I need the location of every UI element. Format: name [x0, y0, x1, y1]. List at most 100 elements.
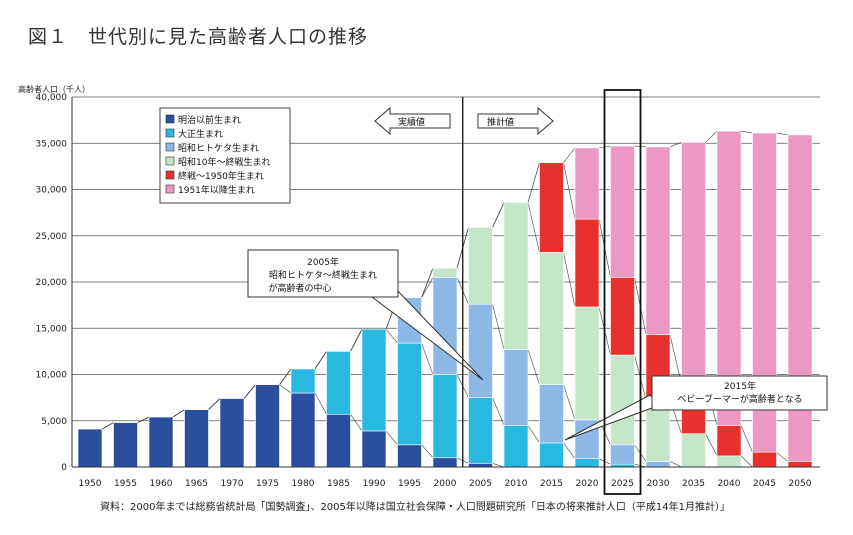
bar-segment-showa_hitoketa: [610, 444, 635, 465]
bar-segment-post1951: [681, 142, 706, 385]
bar-segment-taisho: [574, 458, 600, 468]
bar-segment-meiji: [468, 462, 493, 468]
bar-segment-meiji: [113, 422, 138, 468]
bar-segment-post1951: [645, 146, 671, 336]
x-axis: 1950 1955 1960 1965 1970 1975 1980 1985 1990 1995…: [72, 466, 820, 489]
x-tick-label: 1990: [363, 479, 386, 489]
bar-segment-showa10: [574, 306, 600, 421]
bar-segment-taisho: [503, 425, 529, 468]
connector-line: [527, 162, 540, 203]
projected-arrow: 推計値: [477, 106, 554, 136]
highlight-box: [603, 89, 642, 495]
bar-segment-meiji: [255, 384, 280, 468]
annotation-2005-line2: 昭和ヒトケタ～終戦生まれ: [269, 269, 377, 281]
bar-segment-post1951: [610, 145, 635, 278]
connector-line: [421, 268, 434, 298]
x-tick-label: 2025: [611, 479, 634, 489]
connector-line: [314, 351, 327, 370]
bar-segment-shusen: [716, 425, 742, 457]
x-tick-label: 1985: [327, 479, 350, 489]
bar-segment-shusen: [610, 277, 635, 356]
legend-label-taisho: 大正生まれ: [178, 128, 223, 140]
connector-line: [350, 414, 363, 432]
bar-segment-showa_hitoketa: [468, 303, 493, 398]
bar-segment-taisho: [539, 442, 564, 468]
bar-segment-meiji: [184, 409, 209, 468]
y-tick-label: 15,000: [36, 324, 68, 334]
legend-box: [159, 107, 291, 204]
bar-segment-post1951: [787, 134, 813, 462]
annotation-2005-line1: 2005年: [307, 256, 339, 268]
x-tick-label: 1995: [398, 479, 421, 489]
projected-label: 推計値: [487, 116, 514, 128]
connector-line: [421, 277, 434, 298]
x-tick-label: 2050: [789, 479, 812, 489]
connector-line: [492, 463, 505, 468]
connector-line: [492, 304, 505, 350]
x-tick-label: 2040: [718, 479, 741, 489]
legend-swatch-shusen: [165, 170, 175, 180]
bar-segment-taisho: [361, 328, 387, 432]
connector-line: [243, 384, 256, 399]
connector-line: [705, 433, 718, 457]
bar-segment-showa_hitoketa: [432, 277, 458, 375]
connector-line: [740, 425, 753, 453]
connector-line: [350, 329, 363, 352]
x-tick-label: 1980: [292, 479, 315, 489]
x-tick-label: 2010: [505, 479, 528, 489]
connector-line: [137, 416, 150, 423]
y-tick-label: 30,000: [36, 186, 68, 196]
y-axis-label: 高齢者人口（千人）: [18, 84, 90, 94]
connector-line: [669, 461, 682, 468]
bar-segment-meiji: [148, 416, 174, 468]
legend-swatch-post1951: [165, 184, 175, 194]
connector-line: [527, 349, 540, 385]
connector-line: [385, 328, 398, 344]
legend-label-showa10: 昭和10年～終戦生まれ: [178, 156, 270, 168]
legend: 明治以前生まれ大正生まれ昭和ヒトケタ生まれ昭和10年～終戦生まれ終戦～1950年…: [159, 107, 291, 204]
x-tick-label: 1960: [150, 479, 173, 489]
bar-segment-showa_hitoketa: [539, 384, 564, 444]
bar-segment-taisho: [468, 397, 493, 464]
bar-segment-meiji: [326, 413, 351, 468]
bar-segment-shusen: [574, 218, 600, 308]
y-tick-label: 35,000: [36, 139, 68, 149]
legend-label-showa_hitoketa: 昭和ヒトケタ生まれ: [178, 142, 259, 154]
connector-line: [492, 202, 505, 228]
bar-segment-showa10: [468, 227, 493, 305]
bar-segment-showa10: [503, 202, 529, 350]
connector-line: [563, 162, 576, 220]
right-arrow-icon: [477, 106, 554, 136]
x-tick-label: 1955: [114, 479, 137, 489]
connector-line: [740, 455, 753, 468]
actual-label: 実績値: [398, 116, 425, 128]
legend-swatch-meiji: [165, 114, 175, 124]
x-tick-label: 1965: [185, 479, 208, 489]
connector-line: [740, 130, 753, 134]
connector-line: [421, 444, 434, 458]
connector-line: [563, 384, 576, 420]
bar-segment-meiji: [397, 444, 422, 468]
connector-line: [563, 252, 576, 308]
x-tick-label: 2035: [682, 479, 705, 489]
overlay: [462, 89, 642, 495]
connector-line: [279, 384, 292, 394]
bar-segment-taisho: [290, 368, 316, 394]
bar-segment-meiji: [432, 457, 458, 468]
x-tick-label: 2015: [540, 479, 563, 489]
annotation-2015-line1: 2015年: [724, 380, 756, 392]
x-tick-label: 1970: [221, 479, 244, 489]
y-axis: 0 5,000 10,000 15,000 20,000 25,000 30,000 35,0…: [36, 93, 73, 473]
connector-line: [314, 392, 327, 415]
connector-line: [279, 368, 292, 385]
annotation-2015-line2: ベビーブーマーが高齢者となる: [677, 393, 802, 405]
bar-segment-shusen: [752, 451, 777, 468]
bar-segment-meiji: [290, 392, 316, 468]
y-tick-label: 20,000: [36, 278, 68, 288]
connector-line: [492, 397, 505, 426]
legend-label-post1951: 1951年以降生まれ: [178, 184, 255, 196]
connector-line: [421, 342, 434, 375]
connector-line: [563, 442, 576, 459]
bar-segment-taisho: [326, 351, 351, 415]
connector-line: [527, 425, 540, 444]
